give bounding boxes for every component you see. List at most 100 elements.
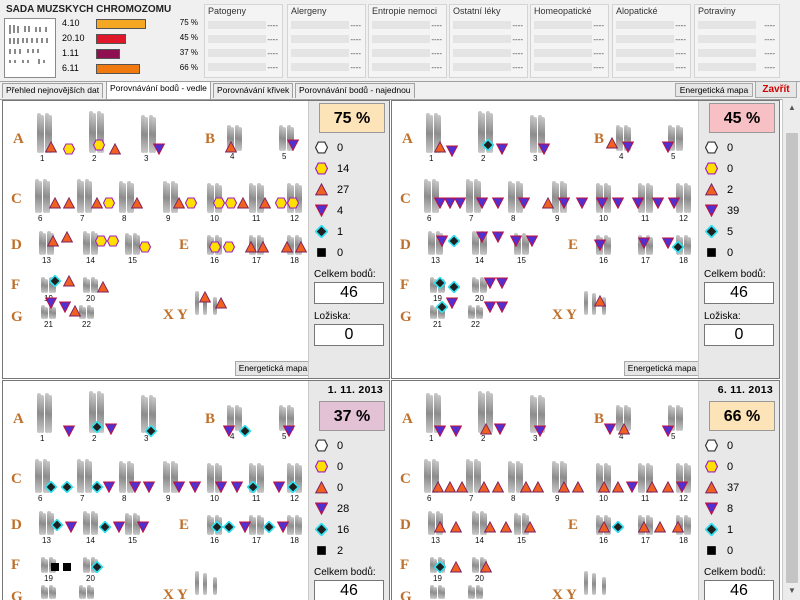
category-value: ---- [593,21,604,30]
chromosome [668,405,672,431]
chromosome [434,113,438,153]
chromosome [207,235,211,255]
triangle-down-icon [491,197,505,212]
deposits-value: 0 [314,324,384,346]
chromosome [295,235,299,255]
chromosome [257,183,261,213]
chromosome [433,587,437,599]
triangle-up-icon [280,240,294,256]
chromosome-number: 9 [166,214,171,223]
marker-count-row: 1 [315,225,385,239]
triangle-up-icon [60,230,74,246]
energy-map-button[interactable]: Energetická mapa [235,361,311,376]
tab-4[interactable]: Porovnávání bodů - najednou [295,83,415,98]
chromosome [46,461,50,493]
tab-2[interactable]: Porovnávání bodů - vedle [106,81,211,99]
marker-count-row: 0 [315,141,385,155]
triangle-up-icon [593,294,607,310]
panel-sidebar: 1. 11. 2013 37 % 0 0 0 28 16 2 Celkem bodů: 46 [308,381,389,600]
marker-count-value: 0 [337,440,344,452]
chromosome [471,587,475,599]
chromosome-number: 11 [252,494,261,503]
chromosome [119,461,123,493]
triangle-down-icon [104,423,118,438]
category-panel: Alopatické ---- ---- ---- ---- [612,4,691,78]
category-bar [291,21,349,29]
chromosome-number: 2 [92,154,97,163]
chromosome [80,181,84,213]
chromosome [141,395,145,433]
chromosome [472,511,476,535]
category-bar [372,35,430,43]
chromosome [279,125,283,151]
triangle-down-icon [276,521,290,536]
chromosome [260,465,264,493]
scroll-thumb[interactable] [786,133,798,583]
triangle-down-icon [575,197,589,212]
chromosome-number: 4 [619,432,624,441]
chromosome-group-label: D [400,517,411,533]
chromosome [435,181,439,213]
triangle-down-icon [64,521,78,536]
chromosome-number: 7 [80,494,85,503]
triangle-down-icon [595,197,609,212]
tab-3[interactable]: Porovnávání křivek [213,83,294,98]
marker-count-value: 0 [337,461,344,473]
chromosome-number: 5 [282,152,287,161]
chromosome [432,459,436,493]
chromosome [649,237,653,255]
chromosome-group-label: E [179,517,190,533]
category-value: ---- [593,49,604,58]
scroll-up-icon[interactable]: ▲ [788,103,796,112]
chromosome [149,115,153,153]
chromosome [87,585,91,599]
chromosome [49,277,53,293]
chromosome-number: 2 [481,434,486,443]
chromosome-number: 10 [599,214,608,223]
chromosome [100,393,104,433]
chromosome [257,235,261,255]
chromosome [438,585,442,599]
energy-map-top-button[interactable]: Energetická mapa [675,83,753,97]
diamond-icon [447,280,461,296]
chromosome [215,463,219,493]
chromosome [607,465,611,493]
category-value: ---- [431,63,442,72]
triangle-up-icon [44,140,58,156]
hexagon-yellow-icon [274,197,288,212]
triangle-up-icon [431,480,445,496]
scroll-down-icon[interactable]: ▼ [788,586,796,595]
triangle-down-icon [282,425,296,440]
triangle-up-icon [68,304,82,320]
chromosome-group-label: D [11,237,22,253]
chromosome [427,181,431,213]
chromosome [141,115,145,153]
chromosome [679,127,683,151]
chromosome [260,517,264,535]
chromosome-number: 15 [128,256,137,265]
category-bar [208,49,266,57]
close-button[interactable]: Zavřít [755,81,797,98]
category-value: ---- [764,49,775,58]
chromosome-number: 20 [475,294,484,303]
chromosome [195,571,199,595]
hexagon-yellow-icon [106,235,120,250]
chromosome [210,185,214,213]
chromosome [130,463,134,493]
chromosome [437,115,441,153]
category-name: Patogeny [208,6,247,16]
tab-1[interactable]: Přehled nejnovějších dat [2,83,104,98]
chromosome [279,405,283,431]
category-value: ---- [675,49,686,58]
vertical-scrollbar[interactable]: ▲ ▼ [782,99,800,600]
chromosome [41,277,45,293]
marker-count-value: 28 [337,503,350,515]
chromosome [649,465,653,493]
chromosome [90,587,94,599]
chromosome [42,513,46,535]
energy-map-button[interactable]: Energetická mapa [624,361,700,376]
marker-count-value: 16 [337,524,350,536]
karyotype-thumbnail [4,18,56,78]
chromosome [533,117,537,153]
